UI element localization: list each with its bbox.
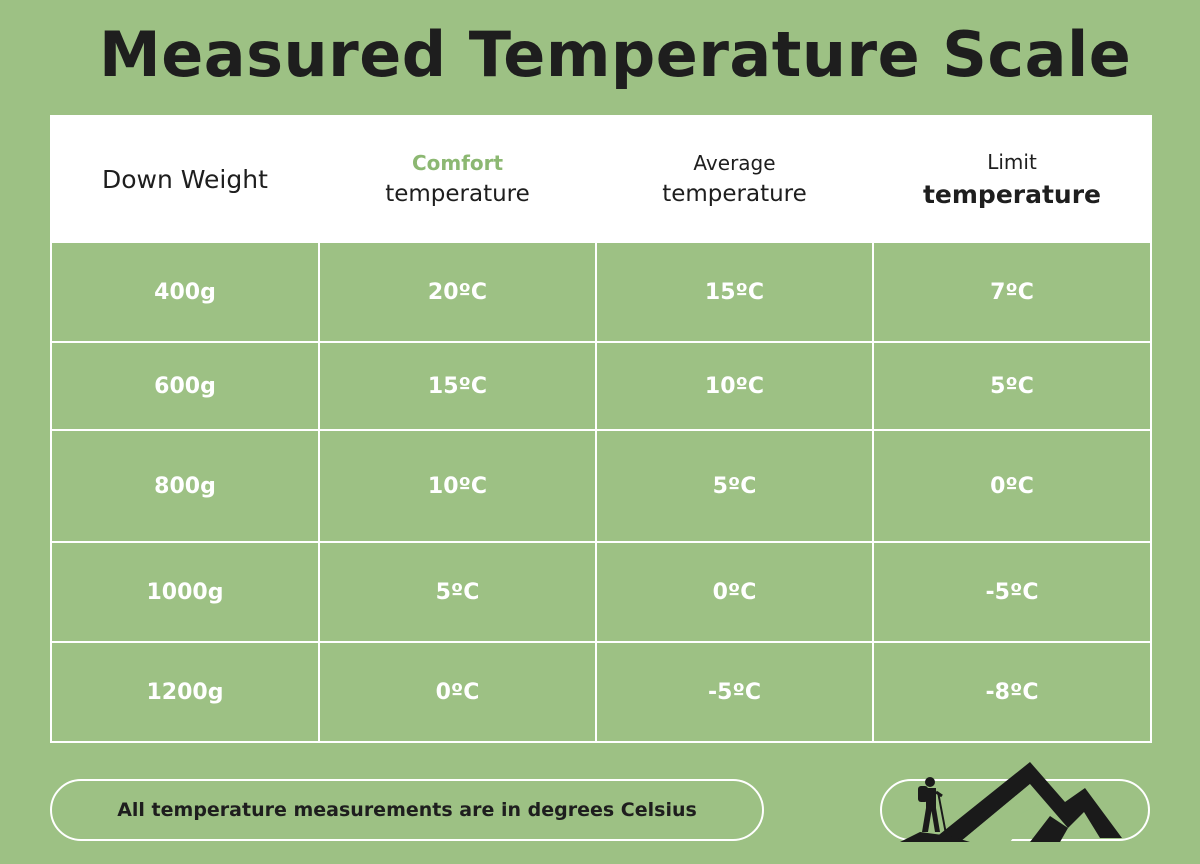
cell-weight: 600g [50,341,320,431]
temperature-table: Down Weight Comfort temperature Average … [50,115,1152,743]
header-comfort-sub: temperature [385,181,530,207]
header-average-label: Average [693,151,776,175]
header-limit-sub: temperature [922,179,1102,209]
celsius-note-text: All temperature measurements are in degr… [117,799,697,821]
cell-comfort: 5ºC [318,541,597,643]
cell-comfort: 20ºC [318,241,597,343]
header-comfort-label: Comfort [411,151,504,175]
cell-weight: 400g [50,241,320,343]
cell-average: -5ºC [595,641,874,743]
cell-average: 15ºC [595,241,874,343]
header-average-sub: temperature [662,181,807,207]
table-header-row: Down Weight Comfort temperature Average … [50,115,1152,243]
cell-comfort: 0ºC [318,641,597,743]
cell-limit: 7ºC [872,241,1152,343]
header-average-temperature: Average temperature [595,115,874,243]
header-limit-label: Limit [987,149,1037,174]
hiker-mountain-icon [900,762,1122,842]
table-row: 1200g 0ºC -5ºC -8ºC [50,641,1152,743]
cell-limit: -8ºC [872,641,1152,743]
page-title: Measured Temperature Scale [99,18,1132,91]
cell-limit: 0ºC [872,429,1152,543]
table-row: 600g 15ºC 10ºC 5ºC [50,341,1152,431]
cell-average: 10ºC [595,341,874,431]
table-row: 1000g 5ºC 0ºC -5ºC [50,541,1152,643]
header-down-weight: Down Weight [50,115,320,243]
header-comfort-temperature: Comfort temperature [318,115,597,243]
celsius-note: All temperature measurements are in degr… [50,779,764,841]
cell-average: 0ºC [595,541,874,643]
table-row: 800g 10ºC 5ºC 0ºC [50,429,1152,543]
table-row: 400g 20ºC 15ºC 7ºC [50,241,1152,343]
cell-average: 5ºC [595,429,874,543]
cell-limit: -5ºC [872,541,1152,643]
cell-weight: 1200g [50,641,320,743]
cell-comfort: 15ºC [318,341,597,431]
header-limit-temperature: Limit temperature [872,115,1152,243]
cell-limit: 5ºC [872,341,1152,431]
cell-comfort: 10ºC [318,429,597,543]
cell-weight: 1000g [50,541,320,643]
cell-weight: 800g [50,429,320,543]
